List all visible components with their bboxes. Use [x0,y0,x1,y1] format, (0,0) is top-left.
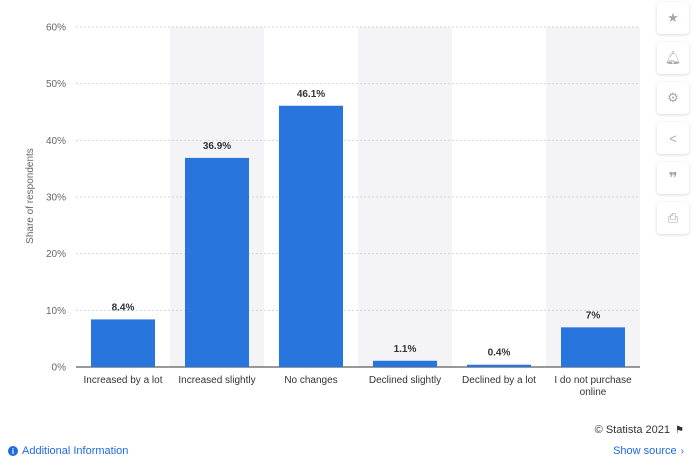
bars [91,105,625,368]
info-icon: i [8,446,18,456]
category-label: I do not purchase online [554,375,632,398]
copyright-notice: © Statista 2021 ⚑ [595,424,684,436]
category-label: Increased slightly [178,375,255,386]
bar[interactable] [467,364,531,367]
data-labels: 8.4% 36.9% 46.1% 1.1% 0.4% 7% [112,89,601,359]
chart-toolbar: ★ 🔔︎ ⚙ < ❞ ⎙ [656,0,690,238]
y-axis-ticks: 0% 10% 20% 30% 40% 50% 60% [46,23,66,374]
quote-icon: ❞ [668,170,678,187]
bar[interactable] [561,327,625,367]
y-tick-label: 0% [52,363,67,374]
show-source-link[interactable]: Show source › [613,445,684,457]
grid-lines [76,26,640,368]
gear-icon: ⚙ [667,90,679,105]
data-label: 36.9% [203,141,231,152]
data-label: 7% [586,310,601,321]
category-label: Increased by a lot [84,375,163,386]
category-label: Declined slightly [369,375,441,386]
bar[interactable] [91,319,155,367]
y-tick-label: 20% [46,249,66,260]
y-tick-label: 60% [46,23,66,34]
bar[interactable] [185,157,249,367]
data-label: 1.1% [394,344,417,355]
x-axis-categories: Increased by a lot Increased slightly No c… [84,375,633,398]
category-label: No changes [284,375,337,386]
data-label: 8.4% [112,302,135,313]
category-label: Declined by a lot [462,375,536,386]
chevron-right-icon: › [680,445,684,457]
print-icon: ⎙ [667,210,679,225]
print-button[interactable]: ⎙ [657,202,689,234]
show-source-label: Show source [613,445,677,457]
share-icon: < [669,130,677,146]
copyright-text: © Statista 2021 [594,424,671,436]
settings-button[interactable]: ⚙ [657,82,689,114]
y-axis-label: Share of respondents [25,148,36,244]
bar[interactable] [279,105,343,368]
bell-icon: 🔔︎ [664,50,682,65]
data-label: 46.1% [297,89,325,100]
y-tick-label: 30% [46,193,66,204]
bar[interactable] [373,360,437,367]
favorite-button[interactable]: ★ [657,2,689,34]
flag-icon[interactable]: ⚑ [675,424,684,436]
cite-button[interactable]: ❞ [657,162,689,194]
star-icon: ★ [667,10,679,25]
y-tick-label: 50% [46,79,66,90]
data-label: 0.4% [488,348,511,359]
y-tick-label: 40% [46,136,66,147]
additional-information-label: Additional Information [22,445,129,457]
y-tick-label: 10% [46,306,66,317]
additional-information-link[interactable]: i Additional Information [8,445,128,457]
share-button[interactable]: < [657,122,689,154]
notification-button[interactable]: 🔔︎ [657,42,689,74]
